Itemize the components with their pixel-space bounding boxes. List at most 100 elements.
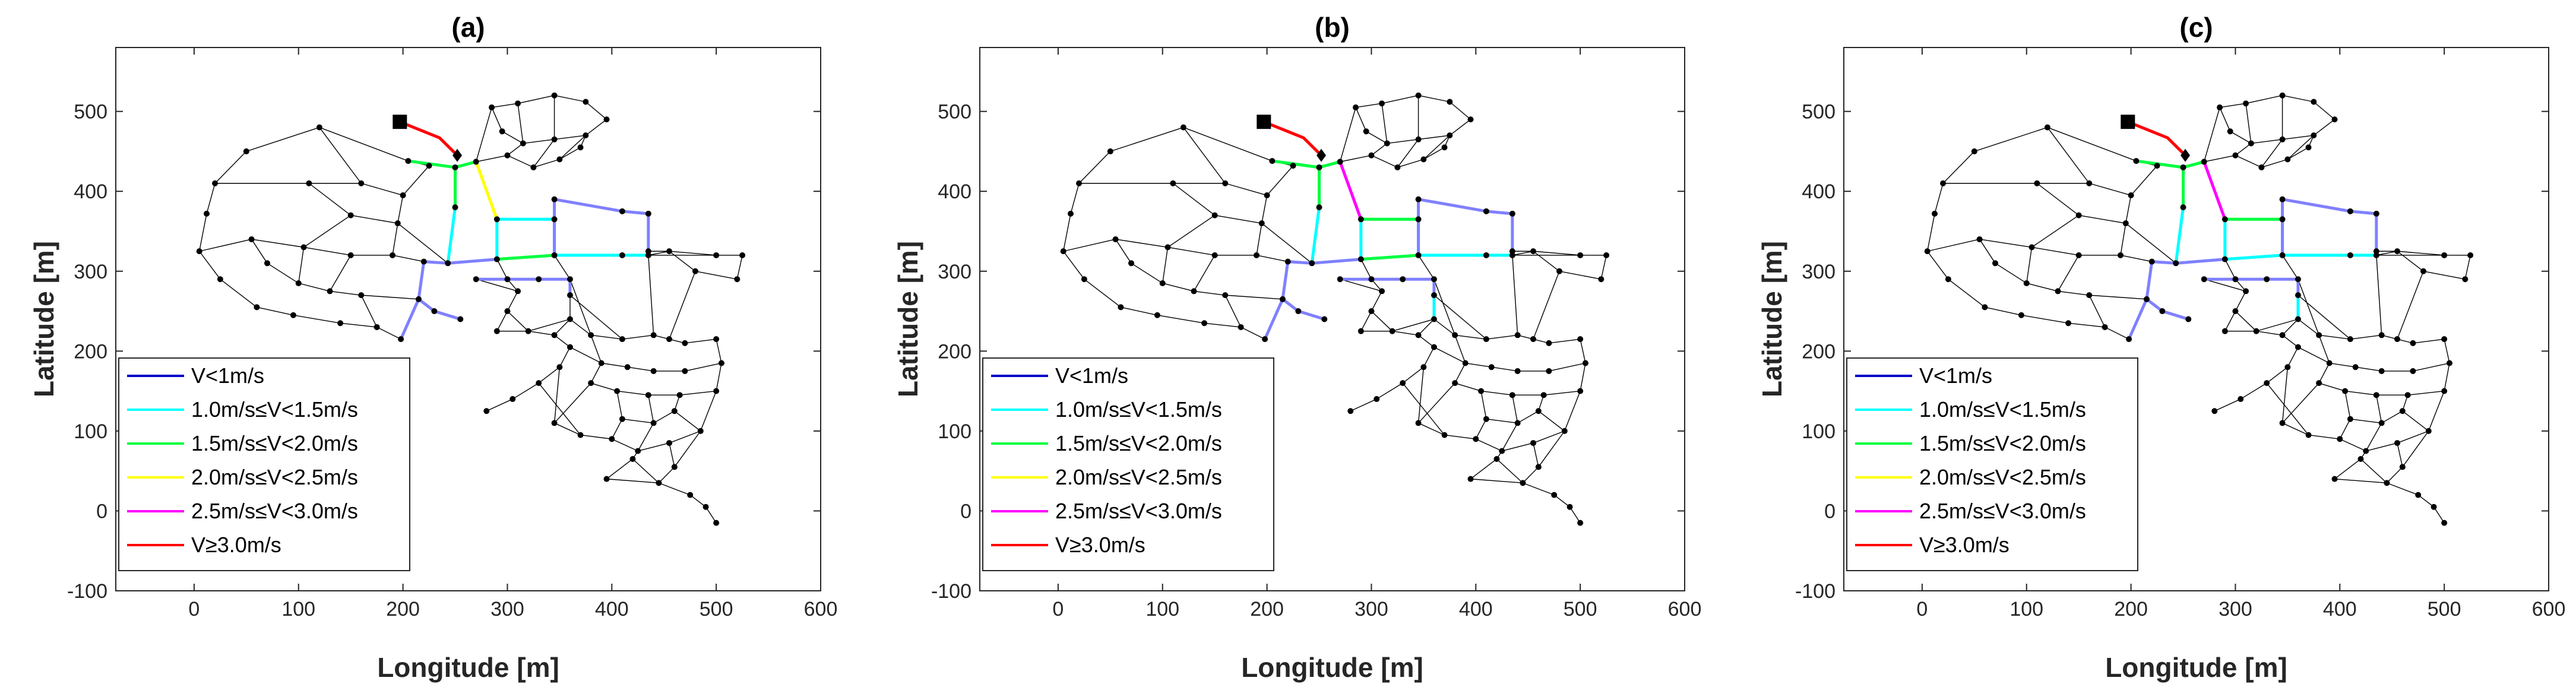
junction-node: [2185, 316, 2191, 322]
junction-node: [2379, 332, 2385, 338]
x-tick-label: 0: [1052, 598, 1064, 620]
junction-node: [552, 216, 558, 222]
legend-label: 2.0m/s≤V<2.5m/s: [1919, 465, 2086, 489]
legend-label: 2.5m/s≤V<3.0m/s: [1055, 499, 1222, 523]
junction-node: [2181, 204, 2186, 210]
panel-title: (b): [1315, 12, 1350, 43]
junction-node: [1358, 216, 1364, 222]
junction-node: [552, 197, 558, 202]
y-tick-label: 500: [74, 101, 107, 124]
junction-node: [1541, 392, 1547, 398]
junction-node: [1416, 93, 1422, 99]
junction-node: [2400, 464, 2406, 470]
panel-a: 0 100 200 300 400 500 600-1000100200300400500L…: [29, 12, 837, 683]
junction-node: [2159, 308, 2165, 314]
junction-node: [619, 336, 625, 342]
junction-node: [1416, 252, 1422, 258]
junction-node: [2280, 197, 2286, 202]
junction-node: [2347, 208, 2353, 214]
reservoir-marker: [393, 115, 407, 129]
junction-node: [583, 132, 588, 138]
y-tick-label: 400: [938, 181, 971, 203]
junction-node: [2173, 260, 2179, 266]
junction-node: [1536, 408, 1542, 414]
junction-node: [1515, 368, 1521, 374]
junction-node: [2076, 252, 2082, 258]
junction-node: [494, 216, 500, 222]
junction-node: [1977, 236, 1983, 242]
junction-node: [317, 125, 322, 131]
junction-node: [1468, 476, 1474, 482]
legend-label: V≥3.0m/s: [1919, 533, 2009, 557]
junction-node: [1416, 137, 1422, 143]
junction-node: [2347, 336, 2353, 342]
junction-node: [1603, 252, 1609, 258]
junction-node: [2295, 292, 2301, 298]
junction-node: [1583, 360, 1588, 366]
junction-node: [567, 344, 573, 350]
junction-node: [2400, 408, 2406, 414]
x-tick-label: 600: [1668, 598, 1702, 620]
y-tick-label: 100: [938, 420, 971, 443]
junction-node: [2076, 213, 2082, 219]
junction-node: [1358, 257, 1364, 262]
legend-label: 1.0m/s≤V<1.5m/s: [191, 397, 358, 422]
junction-node: [2201, 159, 2207, 164]
junction-node: [1442, 432, 1448, 438]
junction-node: [682, 368, 688, 374]
junction-node: [739, 252, 745, 258]
junction-node: [2379, 368, 2385, 374]
junction-node: [348, 252, 354, 258]
junction-node: [1940, 181, 1946, 186]
junction-node: [1483, 252, 1489, 258]
junction-node: [374, 324, 380, 330]
junction-node: [398, 336, 404, 342]
legend: V<1m/s1.0m/s≤V<1.5m/s1.5m/s≤V<2.0m/s2.0m…: [119, 358, 410, 571]
legend: V<1m/s1.0m/s≤V<1.5m/s1.5m/s≤V<2.0m/s2.0m…: [983, 358, 1274, 571]
junction-node: [1390, 328, 1395, 334]
junction-node: [2332, 476, 2338, 482]
junction-node: [1447, 99, 1452, 105]
junction-node: [2280, 137, 2286, 143]
legend-label: V<1m/s: [191, 363, 264, 388]
junction-node: [2394, 336, 2400, 342]
junction-node: [2222, 216, 2228, 222]
junction-node: [1562, 428, 1568, 434]
junction-node: [2181, 164, 2186, 170]
y-tick-label: 100: [1802, 420, 1836, 443]
junction-node: [1264, 192, 1270, 198]
x-tick-label: 400: [1459, 598, 1493, 620]
junction-node: [2295, 344, 2301, 350]
junction-node: [1551, 492, 1557, 498]
junction-node: [254, 304, 260, 310]
junction-node: [217, 276, 223, 282]
x-tick-label: 600: [2532, 598, 2566, 620]
junction-node: [1945, 276, 1951, 282]
junction-node: [645, 211, 651, 217]
y-tick-label: 400: [1802, 181, 1836, 203]
junction-node: [1509, 248, 1515, 254]
junction-node: [348, 213, 354, 219]
junction-node: [682, 340, 688, 346]
junction-node: [1160, 280, 1166, 286]
junction-node: [2211, 408, 2217, 414]
junction-node: [1546, 368, 1552, 374]
y-tick-label: -100: [1795, 580, 1836, 603]
x-tick-label: 400: [595, 598, 629, 620]
junction-node: [552, 332, 558, 338]
legend-label: 1.5m/s≤V<2.0m/s: [1055, 431, 1222, 455]
x-tick-label: 300: [1355, 598, 1388, 620]
junction-node: [2024, 280, 2030, 286]
junction-node: [619, 208, 625, 214]
junction-node: [457, 316, 463, 322]
junction-node: [567, 276, 573, 282]
junction-node: [1191, 288, 1197, 294]
junction-node: [1515, 420, 1521, 426]
junction-node: [1128, 260, 1134, 266]
y-tick-label: 500: [938, 101, 971, 124]
junction-node: [1577, 388, 1583, 394]
junction-node: [2467, 252, 2473, 258]
junction-node: [1081, 276, 1087, 282]
y-tick-label: -100: [931, 580, 971, 603]
junction-node: [666, 440, 672, 446]
